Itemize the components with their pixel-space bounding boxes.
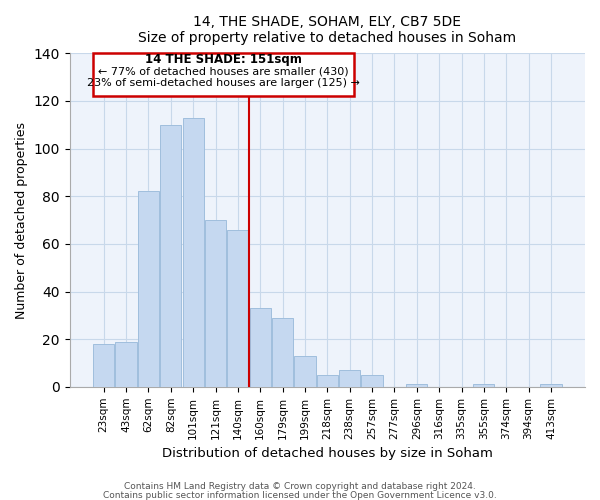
Bar [317,375,338,387]
Bar [295,356,316,387]
Y-axis label: Number of detached properties: Number of detached properties [15,122,28,318]
Bar [473,384,494,387]
Bar [361,375,383,387]
Title: 14, THE SHADE, SOHAM, ELY, CB7 5DE
Size of property relative to detached houses : 14, THE SHADE, SOHAM, ELY, CB7 5DE Size … [138,15,517,45]
Bar [160,125,181,387]
Bar [115,342,137,387]
Text: 14 THE SHADE: 151sqm: 14 THE SHADE: 151sqm [145,53,302,66]
Text: ← 77% of detached houses are smaller (430): ← 77% of detached houses are smaller (43… [98,66,349,76]
Bar [138,192,159,387]
Bar [93,344,115,387]
Bar [227,230,248,387]
Text: Contains HM Land Registry data © Crown copyright and database right 2024.: Contains HM Land Registry data © Crown c… [124,482,476,491]
Bar [339,370,361,387]
FancyBboxPatch shape [92,54,354,96]
Bar [272,318,293,387]
Text: 23% of semi-detached houses are larger (125) →: 23% of semi-detached houses are larger (… [87,78,360,88]
Bar [406,384,427,387]
Bar [250,308,271,387]
Bar [182,118,204,387]
Text: Contains public sector information licensed under the Open Government Licence v3: Contains public sector information licen… [103,491,497,500]
Bar [205,220,226,387]
Bar [541,384,562,387]
X-axis label: Distribution of detached houses by size in Soham: Distribution of detached houses by size … [162,447,493,460]
